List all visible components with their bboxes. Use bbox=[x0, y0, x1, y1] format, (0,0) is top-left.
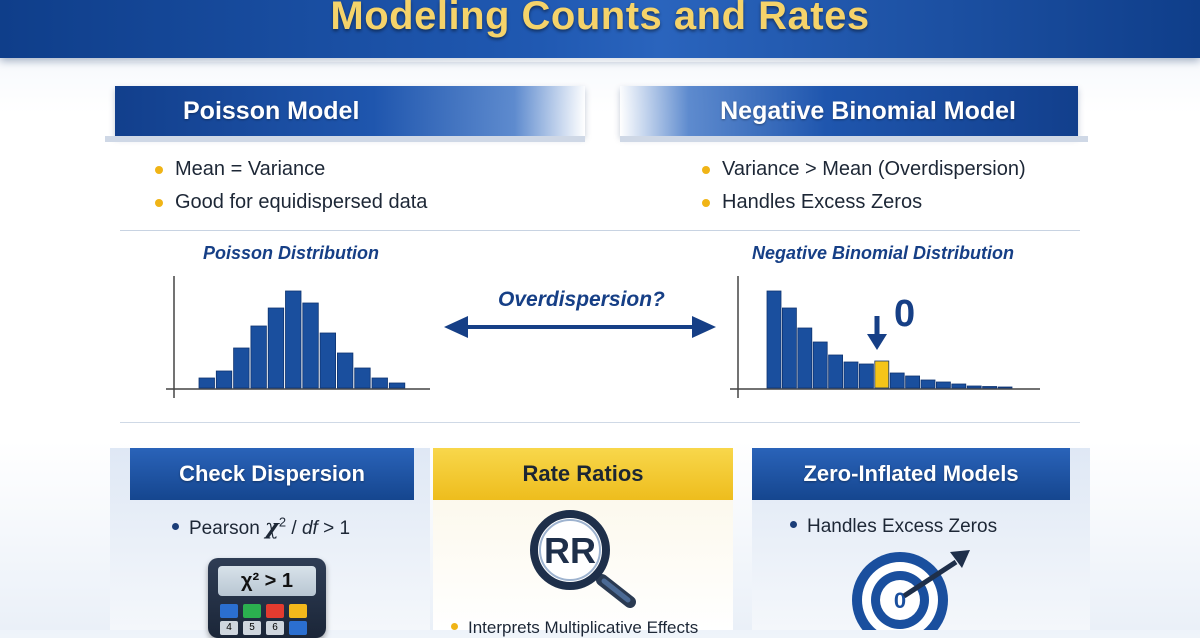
magnifier-icon: RR bbox=[530, 510, 636, 608]
poisson-distribution-title: Poisson Distribution bbox=[203, 243, 380, 263]
negbin-bar bbox=[951, 383, 967, 389]
poisson-bar bbox=[336, 352, 354, 389]
calculator-icon: χ² > 1 4 5 6 bbox=[208, 558, 326, 638]
poisson-bar bbox=[267, 307, 285, 389]
calculator-key bbox=[266, 604, 284, 618]
section-divider-bottom bbox=[120, 422, 1080, 423]
negbin-bar bbox=[889, 372, 905, 389]
negbin-model-header-label: Negative Binomial Model bbox=[720, 96, 1016, 125]
calculator-display: χ² > 1 bbox=[218, 566, 316, 596]
bullet-dot-icon bbox=[155, 199, 163, 207]
negbin-bullet-text: Variance > Mean (Overdispersion) bbox=[722, 158, 1026, 180]
rate-bullet: Interprets Multiplicative Effects bbox=[451, 618, 698, 638]
dispersion-bullet: Pearson χ2 / df > 1 bbox=[172, 514, 350, 540]
poisson-bar bbox=[250, 325, 267, 389]
double-arrow-icon bbox=[444, 316, 716, 338]
poisson-bar bbox=[215, 370, 233, 389]
negbin-model-header: Negative Binomial Model bbox=[620, 86, 1078, 136]
bullet-dot-icon bbox=[172, 523, 179, 531]
poisson-bar bbox=[198, 377, 215, 389]
bullet-dot-icon bbox=[790, 521, 797, 529]
poisson-bullet: Mean = Variance bbox=[155, 153, 427, 186]
poisson-bullet-text: Good for equidispersed data bbox=[175, 191, 428, 213]
bullet-dot-icon bbox=[702, 199, 710, 207]
negbin-bar bbox=[797, 327, 813, 389]
negbin-bar bbox=[766, 290, 782, 389]
negbin-bar bbox=[828, 354, 843, 389]
negbin-bar bbox=[905, 375, 921, 389]
zero-inflated-header: Zero-Inflated Models bbox=[752, 448, 1070, 500]
negbin-bullet: Handles Excess Zeros bbox=[702, 186, 1026, 219]
calculator-key bbox=[243, 604, 261, 618]
negbin-bar bbox=[935, 381, 951, 389]
chi-symbol: χ bbox=[265, 514, 279, 539]
check-dispersion-header: Check Dispersion bbox=[130, 448, 414, 500]
title-bar bbox=[0, 0, 1200, 62]
bullet-dot-icon bbox=[155, 166, 163, 174]
zero-bullet-text: Handles Excess Zeros bbox=[807, 516, 998, 537]
negbin-bullets: Variance > Mean (Overdispersion) Handles… bbox=[702, 153, 1026, 219]
overdispersion-label: Overdispersion? bbox=[498, 288, 665, 311]
calculator-key: 6 bbox=[266, 621, 284, 635]
rate-ratios-header: Rate Ratios bbox=[433, 448, 733, 500]
rate-bullet-text: Interprets Multiplicative Effects bbox=[468, 618, 699, 637]
poisson-bullet: Good for equidispersed data bbox=[155, 186, 427, 219]
poisson-bar bbox=[233, 347, 250, 389]
poisson-bar bbox=[302, 302, 319, 389]
poisson-bar bbox=[388, 382, 406, 389]
target-zero-text: 0 bbox=[894, 588, 906, 613]
zero-bullet: Handles Excess Zeros bbox=[790, 516, 997, 538]
zero-label: 0 bbox=[894, 293, 915, 335]
calculator-key: 5 bbox=[243, 621, 261, 635]
bullet-dot-icon bbox=[702, 166, 710, 174]
chi-exponent: 2 bbox=[278, 514, 287, 530]
calculator-key: 4 bbox=[220, 621, 238, 635]
rr-icon-text: RR bbox=[544, 530, 596, 571]
negbin-bar bbox=[843, 361, 859, 389]
dispersion-bullet-pre: Pearson bbox=[189, 518, 266, 539]
poisson-bar bbox=[285, 290, 302, 389]
poisson-bullets: Mean = Variance Good for equidispersed d… bbox=[155, 153, 427, 219]
calculator-key bbox=[289, 604, 307, 618]
negbin-distribution-title: Negative Binomial Distribution bbox=[752, 243, 1015, 263]
section-divider bbox=[120, 230, 1080, 231]
negbin-bar bbox=[920, 379, 936, 389]
rate-ratios-card: Rate Ratios RR Interprets Multiplicative… bbox=[433, 448, 733, 637]
df-symbol: df bbox=[301, 518, 318, 539]
bullet-dot-icon bbox=[451, 623, 458, 631]
poisson-bullet-text: Mean = Variance bbox=[175, 158, 326, 180]
negbin-histogram: 0 bbox=[730, 276, 1040, 398]
down-arrow-head-icon bbox=[867, 334, 887, 350]
poisson-model-header-label: Poisson Model bbox=[183, 96, 360, 125]
negbin-bar bbox=[966, 385, 982, 389]
calculator-key bbox=[289, 621, 307, 635]
poisson-histogram bbox=[166, 276, 430, 398]
calculator-key bbox=[220, 604, 238, 618]
negbin-bar bbox=[782, 307, 797, 389]
negbin-bullet: Variance > Mean (Overdispersion) bbox=[702, 153, 1026, 186]
negbin-bar bbox=[997, 386, 1013, 389]
target-icon: 0 bbox=[852, 550, 970, 630]
poisson-bar bbox=[354, 367, 371, 389]
poisson-model-header: Poisson Model bbox=[115, 86, 585, 136]
negbin-header-underline bbox=[620, 136, 1088, 142]
dispersion-bullet-tail: > 1 bbox=[317, 518, 351, 539]
poisson-bar bbox=[319, 332, 337, 389]
negbin-bar bbox=[982, 386, 998, 389]
poisson-header-underline bbox=[105, 136, 585, 142]
negbin-bullet-text: Handles Excess Zeros bbox=[722, 191, 923, 213]
check-dispersion-card: Check Dispersion Pearson χ2 / df > 1 χ² … bbox=[110, 448, 430, 638]
negbin-highlight-bar bbox=[874, 360, 890, 389]
negbin-bar bbox=[812, 341, 828, 389]
page-title: Modeling Counts and Rates bbox=[330, 0, 870, 38]
zero-inflated-card: Zero-Inflated Models Handles Excess Zero… bbox=[752, 448, 1090, 630]
negbin-bar bbox=[858, 363, 874, 389]
poisson-bar bbox=[371, 377, 388, 389]
dispersion-bullet-slash: / bbox=[286, 518, 302, 539]
